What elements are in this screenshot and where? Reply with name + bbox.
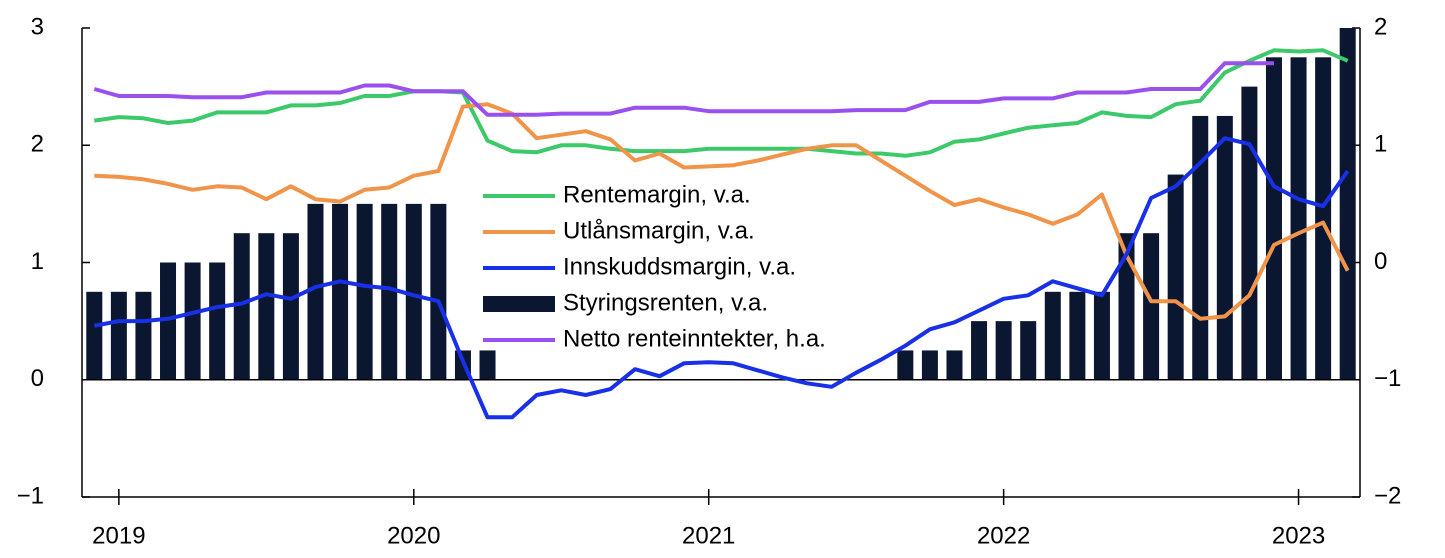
y-tick-label: 3 bbox=[31, 13, 44, 40]
legend-label: Netto renteinntekter, h.a. bbox=[563, 325, 826, 352]
bar bbox=[1339, 28, 1356, 380]
y2-tick-label: −1 bbox=[1374, 365, 1401, 392]
legend-label: Rentemargin, v.a. bbox=[563, 181, 751, 208]
line-series bbox=[94, 102, 1350, 321]
bar bbox=[307, 203, 324, 380]
y-tick-label: 1 bbox=[31, 248, 44, 275]
bar bbox=[1020, 321, 1037, 380]
bar bbox=[184, 262, 201, 380]
bar bbox=[479, 350, 496, 380]
y2-tick-label: 1 bbox=[1374, 131, 1387, 158]
x-tick-label: 2020 bbox=[387, 522, 440, 549]
bar bbox=[897, 350, 914, 380]
legend-swatch bbox=[483, 296, 555, 312]
bar bbox=[1118, 233, 1135, 380]
x-tick-label: 2021 bbox=[682, 522, 735, 549]
bar bbox=[86, 291, 103, 380]
bar bbox=[1069, 291, 1086, 380]
line-series bbox=[93, 61, 1274, 117]
bar bbox=[1290, 57, 1307, 380]
y-tick-label: 2 bbox=[31, 131, 44, 158]
bar bbox=[110, 291, 127, 380]
bar bbox=[1265, 57, 1282, 380]
bar bbox=[233, 233, 250, 380]
bar bbox=[282, 233, 299, 380]
legend-label: Innskuddsmargin, v.a. bbox=[563, 253, 796, 280]
y2-tick-label: −2 bbox=[1374, 482, 1401, 509]
bar bbox=[209, 262, 226, 380]
y-tick-label: 0 bbox=[31, 365, 44, 392]
bar bbox=[1093, 291, 1110, 380]
x-tick-label: 2022 bbox=[977, 522, 1030, 549]
bar bbox=[356, 203, 373, 380]
bar bbox=[971, 321, 988, 380]
bar bbox=[1216, 115, 1233, 380]
legend-label: Styringsrenten, v.a. bbox=[563, 289, 768, 316]
bar bbox=[1044, 291, 1061, 380]
y2-tick-label: 2 bbox=[1374, 13, 1387, 40]
bar bbox=[995, 321, 1012, 380]
bar bbox=[160, 262, 177, 380]
bar bbox=[921, 350, 938, 380]
line-series bbox=[94, 48, 1349, 158]
bar bbox=[430, 203, 447, 380]
bar bbox=[946, 350, 963, 380]
bar bbox=[135, 291, 152, 380]
bar bbox=[1241, 86, 1258, 380]
bar bbox=[258, 233, 275, 380]
x-tick-label: 2019 bbox=[92, 522, 145, 549]
bar bbox=[1315, 57, 1332, 380]
bar bbox=[381, 203, 398, 380]
y2-tick-label: 0 bbox=[1374, 248, 1387, 275]
bar bbox=[1143, 233, 1160, 380]
line-series bbox=[93, 136, 1350, 420]
y-tick-label: −1 bbox=[17, 482, 44, 509]
bar bbox=[1167, 174, 1184, 380]
x-tick-label: 2023 bbox=[1272, 522, 1325, 549]
legend-label: Utlånsmargin, v.a. bbox=[563, 217, 755, 244]
bar bbox=[332, 203, 349, 380]
bar bbox=[405, 203, 422, 380]
